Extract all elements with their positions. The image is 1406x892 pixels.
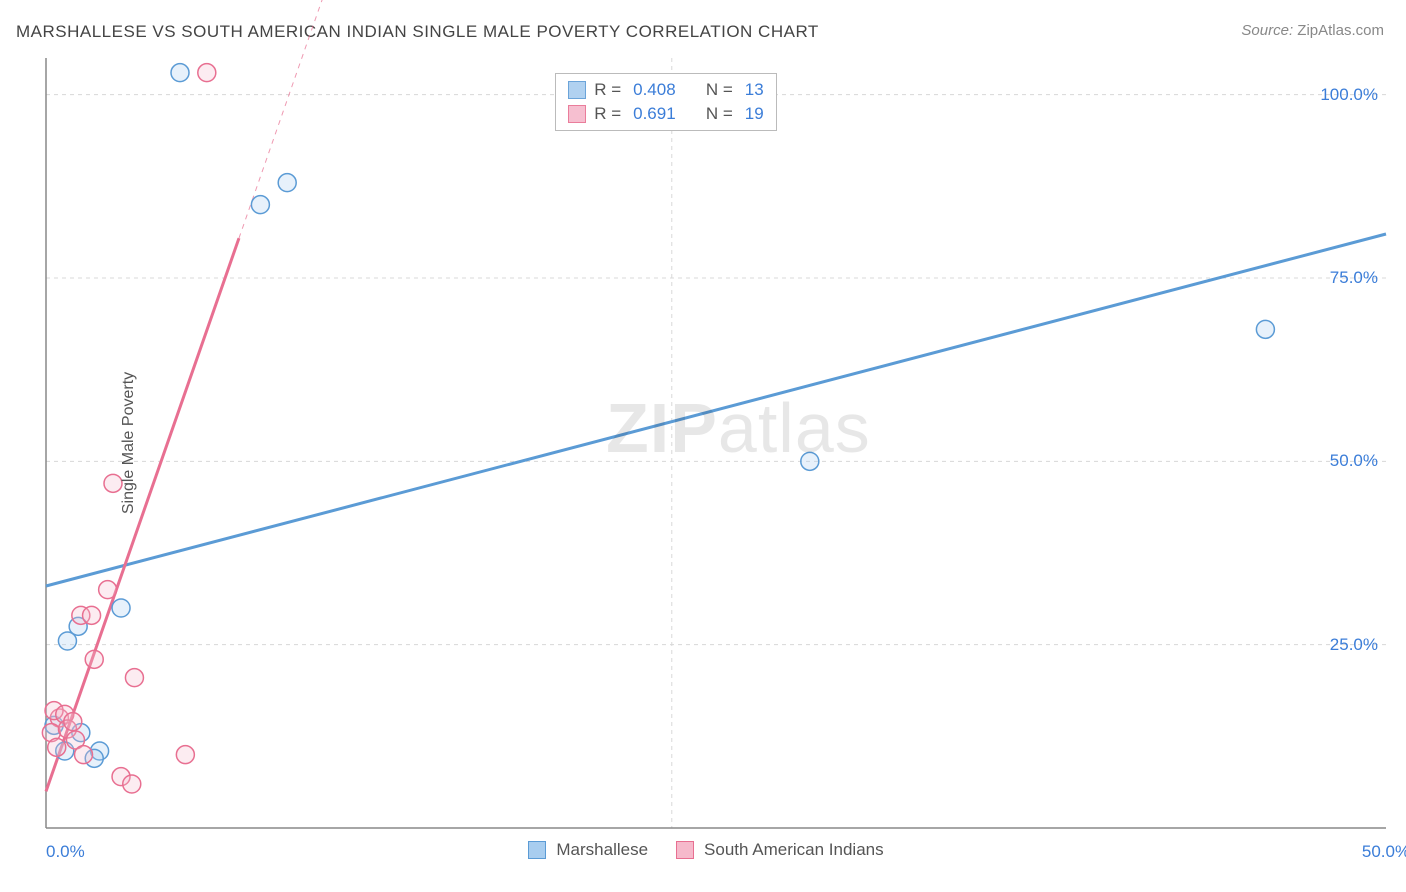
plot-area: Single Male Poverty ZIPatlas R = 0.408 N…	[46, 58, 1386, 828]
chart-title: MARSHALLESE VS SOUTH AMERICAN INDIAN SIN…	[16, 22, 819, 42]
legend-stat-row: R = 0.408 N = 13	[568, 80, 764, 100]
legend-stats: R = 0.408 N = 13 R = 0.691 N = 19	[555, 73, 777, 131]
scatter-chart	[46, 58, 1386, 828]
legend-swatch	[528, 841, 546, 859]
legend-series-item: Marshallese	[528, 840, 648, 860]
legend-series-label: Marshallese	[556, 840, 648, 860]
source-attribution: Source: ZipAtlas.com	[1241, 22, 1384, 39]
y-tick-label: 75.0%	[1330, 268, 1378, 288]
legend-series-item: South American Indians	[676, 840, 884, 860]
legend-swatch	[568, 81, 586, 99]
y-tick-label: 50.0%	[1330, 451, 1378, 471]
legend-swatch	[568, 105, 586, 123]
x-tick-label: 50.0%	[1362, 842, 1406, 862]
x-tick-label: 0.0%	[46, 842, 85, 862]
y-tick-label: 25.0%	[1330, 635, 1378, 655]
source-label: Source:	[1241, 22, 1297, 39]
y-axis-label: Single Male Poverty	[120, 372, 138, 514]
legend-swatch	[676, 841, 694, 859]
legend-series-label: South American Indians	[704, 840, 884, 860]
legend-stat-row: R = 0.691 N = 19	[568, 104, 764, 124]
source-value: ZipAtlas.com	[1297, 22, 1384, 39]
y-tick-label: 100.0%	[1320, 85, 1378, 105]
legend-series: Marshallese South American Indians	[528, 840, 883, 860]
